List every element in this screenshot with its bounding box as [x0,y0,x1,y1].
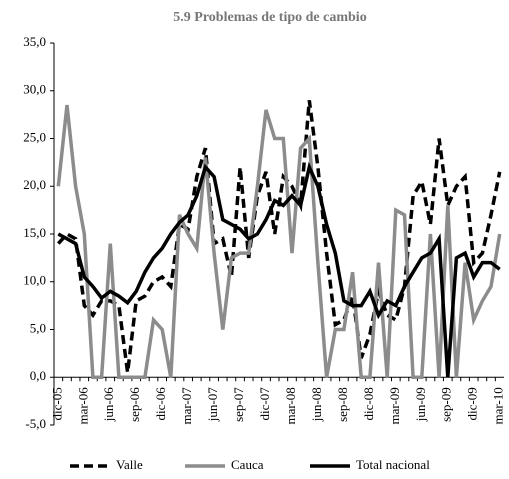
legend-label: Cauca [231,457,264,472]
y-tick-label: -5,0 [25,416,46,431]
x-tick-label: mar-08 [283,387,298,424]
x-tick-label: dic-06 [153,387,168,421]
series-line [56,104,502,380]
x-tick-label: mar-06 [75,387,90,425]
y-tick-label: 15,0 [23,225,46,240]
x-tick-label: sep-09 [439,387,454,422]
x-tick-label: jun-07 [205,387,220,422]
x-tick-label: sep-08 [335,387,350,422]
x-tick-label: mar-07 [179,387,194,425]
x-tick-label: dic-05 [49,387,64,420]
chart-title: 5.9 Problemas de tipo de cambio [173,10,366,25]
y-tick-label: 35,0 [23,34,46,49]
x-tick-label: sep-07 [231,387,246,422]
x-tick-label: dic-09 [465,387,480,420]
x-tick-label: jun-09 [413,387,428,422]
x-tick-label: mar-10 [491,387,506,424]
legend-label: Total nacional [356,457,430,472]
y-tick-label: 5,0 [30,320,46,335]
x-tick-label: sep-06 [127,387,142,422]
x-tick-label: mar-09 [387,387,402,424]
x-tick-label: dic-08 [361,387,376,420]
series-line [57,100,502,373]
y-tick-label: 10,0 [23,273,46,288]
legend-label: Valle [116,457,143,472]
y-tick-label: 0,0 [30,368,46,383]
y-tick-label: 25,0 [23,129,46,144]
x-tick-label: jun-08 [309,387,324,422]
y-tick-label: 30,0 [23,82,46,97]
x-tick-label: dic-07 [257,387,272,421]
x-tick-label: jun-06 [101,387,116,422]
series-line [57,161,501,378]
y-tick-label: 20,0 [23,177,46,192]
